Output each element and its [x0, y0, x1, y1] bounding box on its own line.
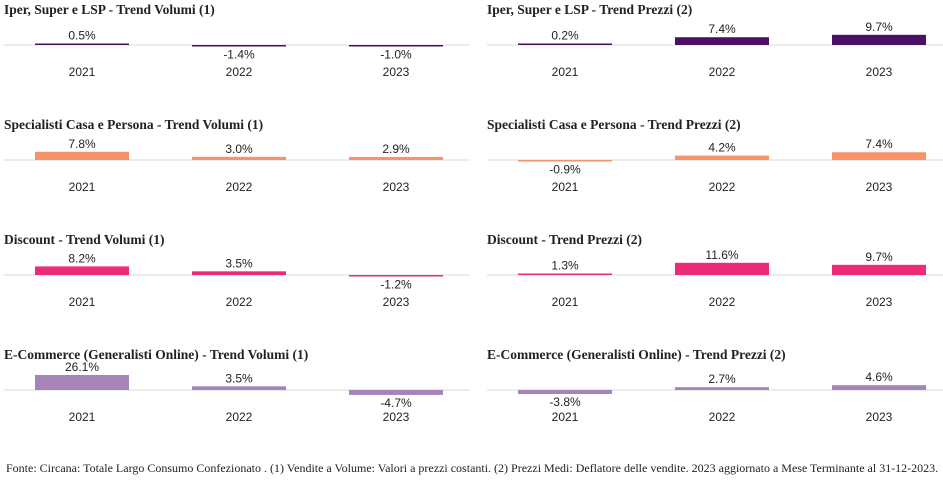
data-label: 2.7%	[708, 372, 736, 386]
bar	[349, 275, 443, 277]
x-tick-label: 2022	[226, 65, 253, 79]
data-label: 3.5%	[225, 371, 253, 385]
data-label: -4.7%	[380, 396, 412, 410]
bar	[518, 273, 612, 275]
x-tick-label: 2023	[383, 180, 410, 194]
data-label: -1.0%	[380, 48, 412, 62]
x-tick-label: 2022	[709, 295, 736, 309]
x-tick-label: 2021	[552, 180, 579, 194]
x-tick-label: 2023	[866, 410, 893, 424]
data-label: -1.2%	[380, 278, 412, 292]
data-label: 11.6%	[705, 248, 738, 262]
x-tick-label: 2021	[552, 295, 579, 309]
data-label: 9.7%	[865, 20, 893, 34]
data-label: 4.2%	[708, 141, 736, 155]
data-label: 3.0%	[225, 142, 253, 156]
bar	[518, 160, 612, 162]
data-label: -0.9%	[549, 163, 581, 177]
data-label: 8.2%	[68, 251, 96, 265]
data-label: 2.9%	[382, 142, 410, 156]
x-tick-label: 2021	[69, 180, 96, 194]
x-tick-label: 2023	[383, 295, 410, 309]
bar	[35, 43, 129, 45]
bar	[349, 156, 443, 160]
data-label: -3.8%	[549, 395, 581, 409]
chart-title: Specialisti Casa e Persona - Trend Prezz…	[487, 117, 741, 132]
chart-title: Specialisti Casa e Persona - Trend Volum…	[4, 117, 263, 132]
data-label: 7.4%	[865, 137, 893, 151]
bar	[192, 271, 286, 275]
data-label: 7.8%	[68, 137, 96, 151]
data-label: 4.6%	[865, 370, 893, 384]
bar	[675, 387, 769, 390]
chart-title: Iper, Super e LSP - Trend Prezzi (2)	[487, 2, 692, 17]
x-tick-label: 2022	[709, 65, 736, 79]
x-tick-label: 2021	[552, 410, 579, 424]
x-tick-label: 2021	[552, 65, 579, 79]
x-tick-label: 2021	[69, 295, 96, 309]
footnote: Fonte: Circana: Totale Largo Consumo Con…	[6, 461, 939, 475]
x-tick-label: 2022	[709, 180, 736, 194]
x-tick-label: 2023	[866, 180, 893, 194]
bar	[518, 43, 612, 45]
bar	[675, 262, 769, 275]
data-label: 1.3%	[551, 259, 579, 273]
bar	[832, 264, 926, 275]
chart-title: Iper, Super e LSP - Trend Volumi (1)	[4, 2, 215, 17]
bar	[518, 390, 612, 394]
bar	[675, 37, 769, 45]
bar	[349, 45, 443, 47]
bar	[35, 375, 129, 390]
bar	[349, 390, 443, 395]
x-tick-label: 2021	[69, 410, 96, 424]
bar	[832, 152, 926, 160]
bar	[675, 155, 769, 160]
chart-title: Discount - Trend Volumi (1)	[4, 232, 165, 247]
data-label: 0.5%	[68, 29, 96, 43]
data-label: 9.7%	[865, 250, 893, 264]
chart-title: Discount - Trend Prezzi (2)	[487, 232, 642, 247]
x-tick-label: 2023	[383, 65, 410, 79]
bar	[35, 151, 129, 160]
chart-title: E-Commerce (Generalisti Online) - Trend …	[487, 347, 786, 362]
bar	[832, 385, 926, 390]
bar	[192, 156, 286, 160]
x-tick-label: 2022	[709, 410, 736, 424]
bar	[192, 45, 286, 47]
bar	[192, 386, 286, 390]
x-tick-label: 2022	[226, 180, 253, 194]
x-tick-label: 2021	[69, 65, 96, 79]
data-label: 0.2%	[551, 29, 579, 43]
data-label: 3.5%	[225, 256, 253, 270]
bar	[832, 34, 926, 45]
data-label: 7.4%	[708, 22, 736, 36]
x-tick-label: 2023	[866, 295, 893, 309]
x-tick-label: 2022	[226, 295, 253, 309]
chart-title: E-Commerce (Generalisti Online) - Trend …	[4, 347, 308, 362]
bar	[35, 266, 129, 275]
x-tick-label: 2022	[226, 410, 253, 424]
x-tick-label: 2023	[866, 65, 893, 79]
data-label: 26.1%	[65, 360, 99, 374]
data-label: -1.4%	[223, 48, 255, 62]
x-tick-label: 2023	[383, 410, 410, 424]
